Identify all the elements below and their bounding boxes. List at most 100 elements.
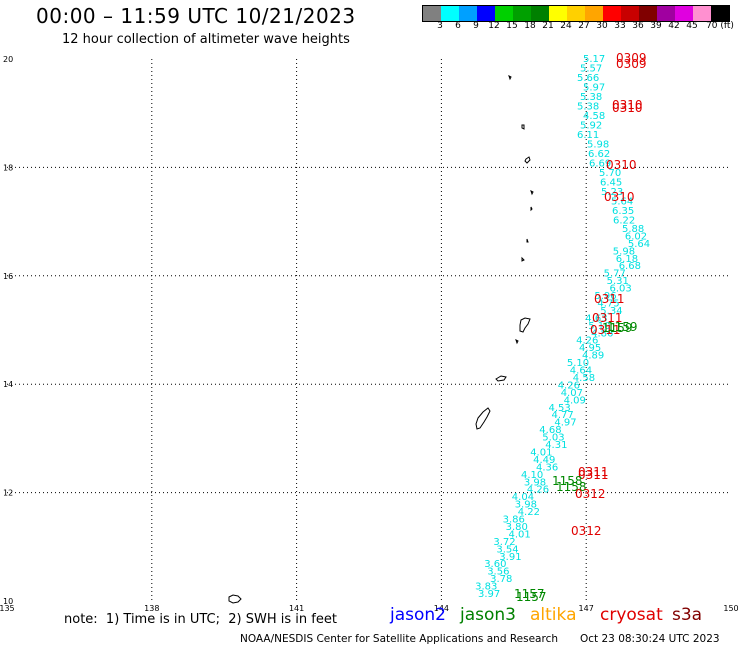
legend-label: 21 — [542, 21, 554, 31]
pass-label: 1157 — [516, 590, 547, 604]
lon-tick-label: 144 — [434, 604, 449, 613]
legend-label: 30 — [596, 21, 608, 31]
swh-value: 4.58 — [583, 111, 605, 122]
swh-value: 4.64 — [570, 366, 592, 377]
pass-label: 0310 — [612, 98, 643, 112]
legend-label: 45 — [686, 21, 698, 31]
legend-label: 18 — [524, 21, 536, 31]
lat-tick-label: 18 — [3, 163, 13, 172]
swh-value: 3.54 — [496, 544, 518, 555]
island — [228, 594, 242, 604]
legend-label: 15 — [506, 21, 518, 31]
swh-value: 3.91 — [499, 552, 521, 563]
swh-value: 6.11 — [577, 130, 599, 141]
island — [526, 238, 529, 243]
swh-value: 4.89 — [582, 351, 604, 362]
footer-credit: NOAA/NESDIS Center for Satellite Applica… — [240, 633, 558, 645]
pass-label: 0311 — [578, 465, 609, 479]
legend-swatch — [441, 6, 459, 21]
swh-value: 4.95 — [579, 343, 601, 354]
swh-value: 4.26 — [558, 380, 580, 391]
island — [475, 407, 491, 430]
legend-swatch — [495, 6, 513, 21]
page-subtitle: 12 hour collection of altimeter wave hei… — [62, 32, 350, 47]
legend-swatch — [549, 6, 567, 21]
island — [530, 190, 534, 196]
legend-swatch — [675, 6, 693, 21]
lon-tick-label: 138 — [144, 604, 159, 613]
legend-label: 42 — [668, 21, 680, 31]
legend-swatch — [621, 6, 639, 21]
legend-swatch — [531, 6, 549, 21]
pass-label: 0311 — [594, 292, 625, 306]
pass-label: 0311 — [578, 468, 609, 482]
legend-swatch — [693, 6, 711, 21]
map-grid — [7, 59, 731, 601]
swh-value: 4.75 — [597, 299, 619, 310]
swh-value: 6.45 — [600, 178, 622, 189]
satellite-legend-jason3: jason3 — [460, 605, 516, 625]
swh-value: 5.10 — [567, 358, 589, 369]
legend-swatch — [603, 6, 621, 21]
swh-value: 5.64 — [628, 239, 650, 250]
swh-value: 5.23 — [601, 187, 623, 198]
swh-value: 4.77 — [552, 410, 574, 421]
legend-swatch — [477, 6, 495, 21]
swh-value: 6.22 — [613, 216, 635, 227]
swh-value: 3.86 — [503, 515, 525, 526]
swh-value: 3.60 — [484, 559, 506, 570]
swh-value: 5.96 — [594, 291, 616, 302]
swh-value: 5.57 — [580, 64, 602, 75]
swh-value: 5.17 — [583, 54, 605, 65]
footer-generated-time: Oct 23 08:30:24 UTC 2023 — [580, 633, 720, 645]
legend-swatch — [585, 6, 603, 21]
island-outlines — [228, 75, 534, 604]
island — [508, 75, 512, 81]
swh-value: 6.18 — [616, 254, 638, 265]
pass-label: 0312 — [571, 524, 602, 538]
swh-value: 5.03 — [542, 433, 564, 444]
swh-value: 3.80 — [506, 522, 528, 533]
swh-value: 4.97 — [554, 418, 576, 429]
swh-value: 4.26 — [576, 336, 598, 347]
swh-value: 5.92 — [580, 121, 602, 132]
island — [524, 156, 531, 164]
swh-value: 6.68 — [619, 261, 641, 272]
legend-label: 12 — [488, 21, 500, 31]
swh-value: 3.97 — [478, 589, 500, 600]
swh-value: 5.31 — [607, 276, 629, 287]
swh-value: 5.98 — [613, 246, 635, 257]
swh-value: 4.01 — [509, 529, 531, 540]
lon-tick-label: 147 — [579, 604, 594, 613]
lat-tick-label: 14 — [3, 380, 13, 389]
island — [495, 375, 507, 382]
pass-label: 0310 — [604, 190, 635, 204]
pass-label: 1159 — [602, 321, 633, 335]
swh-value: 4.10 — [521, 470, 543, 481]
legend-label: 27 — [578, 21, 590, 31]
pass-label: 0309 — [616, 51, 647, 65]
satellite-legend-cryosat: cryosat — [600, 605, 663, 625]
island — [530, 206, 533, 212]
swh-value: 3.72 — [493, 537, 515, 548]
swh-value: 4.07 — [561, 388, 583, 399]
legend-label: 3 — [437, 21, 443, 31]
swh-value: 5.10 — [588, 321, 610, 332]
swh-value: 3.56 — [487, 567, 509, 578]
swh-value: 4.49 — [533, 455, 555, 466]
legend-swatch — [711, 6, 729, 21]
map-tick-labels: 135 138 141 144 147 150 20 18 16 14 12 10 — [0, 55, 739, 613]
pass-label: 1159 — [607, 320, 638, 334]
swh-track-values: 5.175.575.665.975.385.384.585.926.115.98… — [475, 54, 650, 600]
swh-value: 4.01 — [530, 448, 552, 459]
swh-value: 5.98 — [587, 140, 609, 151]
swh-value: 3.98 — [524, 477, 546, 488]
pass-label: 1158 — [556, 480, 587, 494]
swh-value: 4.22 — [518, 507, 540, 518]
island — [521, 256, 525, 262]
lat-tick-label: 20 — [3, 55, 13, 64]
legend-label: 70 (ft) — [706, 21, 734, 31]
pass-label: 0311 — [592, 311, 623, 325]
color-scale-legend — [422, 5, 730, 22]
